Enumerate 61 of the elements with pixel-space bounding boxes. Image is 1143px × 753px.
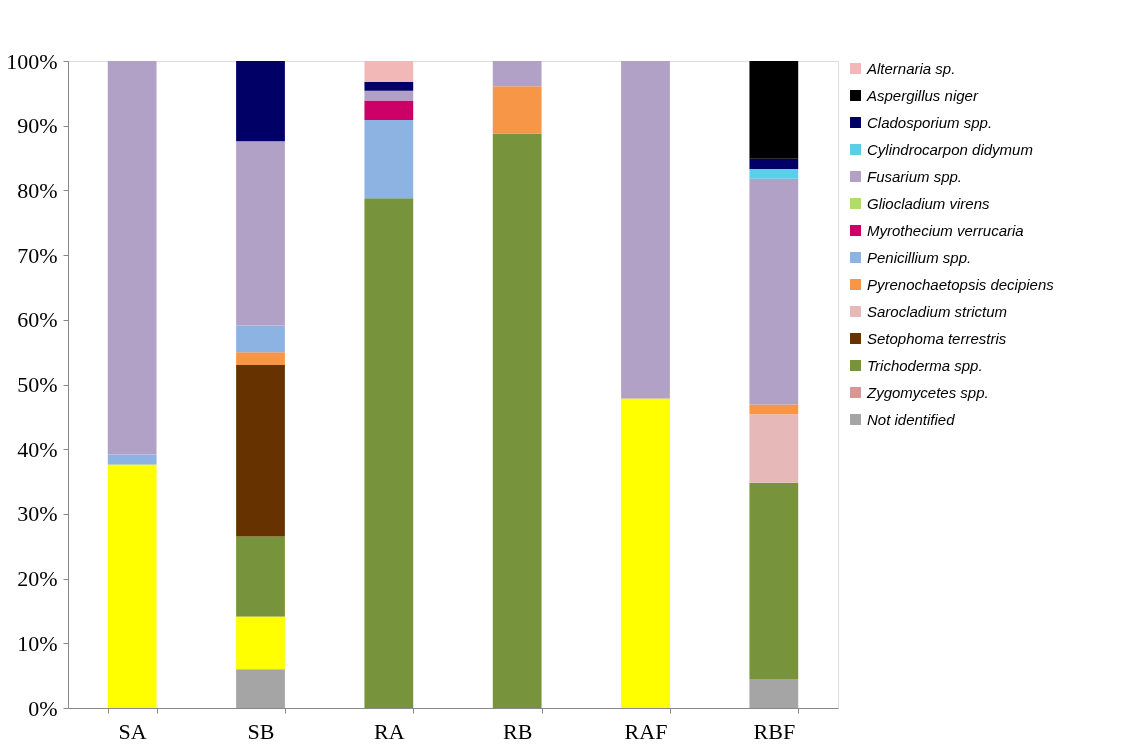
- legend-label: Zygomycetes spp.: [866, 383, 989, 401]
- bar: [492, 86, 542, 134]
- y-tick-label: 80%: [17, 177, 58, 203]
- bar: [236, 61, 285, 142]
- bar: [749, 678, 799, 708]
- bar: [236, 141, 285, 326]
- bar: [236, 536, 285, 617]
- bar: [621, 398, 670, 708]
- x-tick-label: RA: [374, 718, 405, 744]
- legend-label: Alternaria sp.: [866, 59, 956, 77]
- bar: [364, 100, 414, 120]
- bar: [364, 198, 414, 708]
- x-tick-label: SA: [118, 718, 147, 744]
- x-tick-label: RBF: [753, 718, 796, 744]
- bar: [749, 61, 799, 159]
- legend-label: Penicillium spp.: [867, 248, 972, 266]
- bar: [492, 61, 542, 87]
- legend-label: Trichoderma spp.: [867, 356, 983, 374]
- legend-label: Aspergillus niger: [866, 86, 979, 104]
- legend-label: Cladosporium spp.: [867, 113, 993, 131]
- legend-label: Gliocladium virens: [867, 194, 991, 212]
- legend-label: Setophoma terrestris: [867, 329, 1007, 347]
- bar: [236, 669, 285, 708]
- bar: [492, 133, 542, 708]
- bar: [749, 178, 799, 405]
- bar: [236, 365, 285, 537]
- x-tick-label: RAF: [624, 718, 668, 744]
- legend-label: Fusarium spp.: [867, 167, 963, 185]
- y-tick-label: 70%: [17, 242, 58, 268]
- bar: [364, 119, 414, 199]
- bar: [749, 169, 799, 179]
- bar: [236, 325, 285, 353]
- bar: [107, 454, 157, 465]
- legend-label: Pyrenochaetopsis decipiens: [867, 275, 1055, 293]
- legend-label: Cylindrocarpon didymum: [867, 140, 1033, 158]
- legend-label: Myrothecium verrucaria: [867, 221, 1024, 239]
- y-tick-label: 90%: [17, 113, 58, 139]
- y-tick-label: 60%: [17, 307, 58, 333]
- bar: [364, 61, 414, 82]
- bar: [621, 61, 670, 399]
- bar: [364, 81, 414, 91]
- bar: [236, 352, 285, 366]
- y-tick-label: 100%: [6, 48, 58, 74]
- bar: [749, 158, 799, 170]
- bar: [749, 404, 799, 415]
- bar: [107, 464, 157, 708]
- x-tick-label: SB: [247, 718, 275, 744]
- y-tick-label: 50%: [17, 372, 58, 397]
- y-tick-label: 40%: [17, 436, 58, 462]
- y-tick-label: 10%: [17, 630, 58, 656]
- bar: [364, 90, 414, 101]
- y-tick-label: 20%: [17, 566, 58, 592]
- bar: [749, 482, 799, 679]
- legend-label: Not identified: [867, 410, 956, 428]
- y-tick-label: 0%: [28, 695, 58, 721]
- y-tick-label: 30%: [17, 501, 58, 527]
- bar: [236, 616, 285, 670]
- bar: [107, 61, 157, 455]
- bar: [749, 414, 799, 483]
- x-tick-label: RB: [502, 718, 533, 744]
- legend-label: Sarocladium strictum: [867, 302, 1008, 320]
